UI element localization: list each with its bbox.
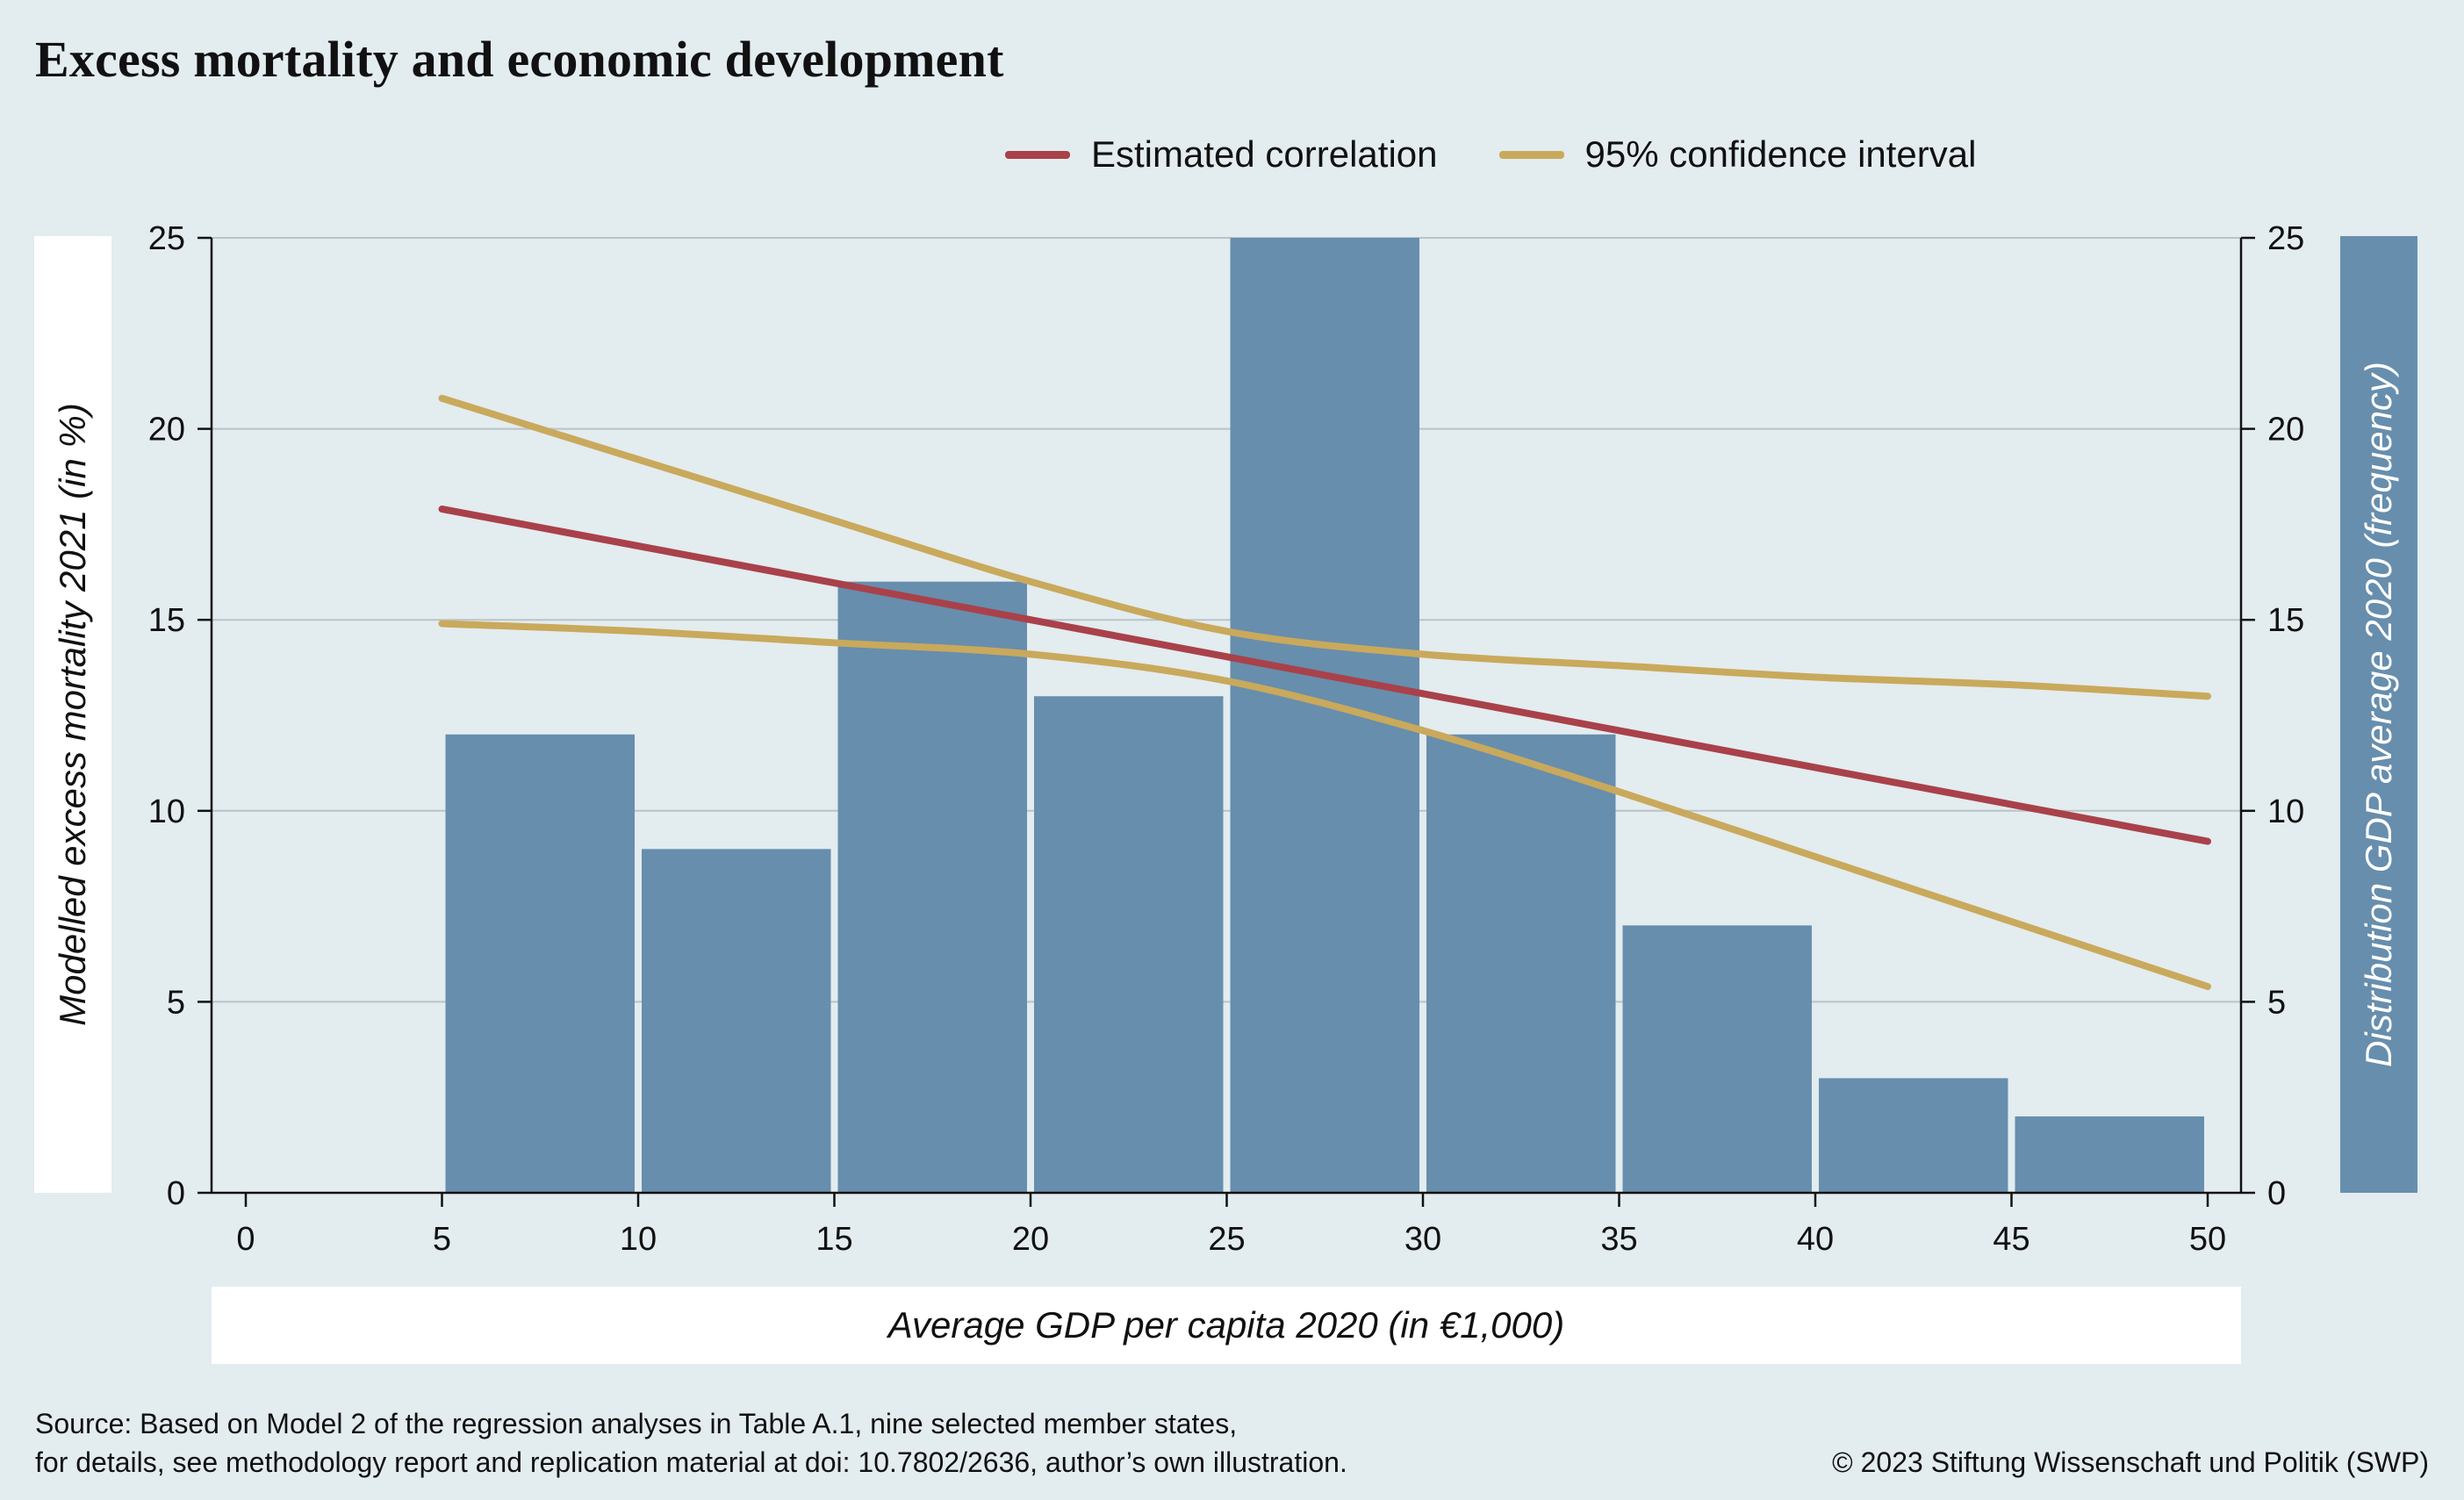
legend-item-ci: 95% confidence interval [1498, 133, 1977, 176]
x-tick-label: 45 [1993, 1221, 2029, 1258]
y-tick-label-left: 15 [148, 602, 185, 639]
source-line-2: for details, see methodology report and … [35, 1446, 1347, 1478]
x-tick-label: 0 [236, 1221, 255, 1258]
x-tick-label: 30 [1404, 1221, 1441, 1258]
x-tick-label: 35 [1600, 1221, 1637, 1258]
legend-swatch-ci [1498, 150, 1564, 159]
y-tick-label-right: 5 [2267, 984, 2286, 1021]
y-tick-label-right: 20 [2267, 412, 2304, 449]
histogram-bar [1034, 696, 1224, 1193]
x-tick-label: 25 [1208, 1221, 1245, 1258]
x-tick-label: 20 [1012, 1221, 1049, 1258]
histogram-bar [445, 734, 635, 1193]
y-tick-label-right: 0 [2267, 1175, 2286, 1212]
y-tick-label-right: 10 [2267, 793, 2304, 830]
source-line-1: Source: Based on Model 2 of the regressi… [35, 1408, 1238, 1439]
chart-title: Excess mortality and economic developmen… [35, 31, 1004, 88]
y-tick-label-left: 10 [148, 793, 185, 830]
histogram-bar [2015, 1116, 2204, 1193]
legend-item-estimated: Estimated correlation [1005, 133, 1438, 176]
histogram-bar [837, 581, 1027, 1193]
legend-label-estimated: Estimated correlation [1091, 133, 1438, 175]
x-tick-label: 5 [433, 1221, 451, 1258]
x-tick-label: 40 [1797, 1221, 1834, 1258]
y-tick-label-left: 25 [148, 220, 185, 257]
confidence-interval-line [438, 620, 2211, 990]
legend: Estimated correlation 95% confidence int… [1005, 133, 2037, 176]
histogram-bar [1230, 238, 1419, 1193]
y-axis-left-label-box: Modelled excess mortality 2021 (in %) [34, 236, 111, 1193]
y-tick-label-left: 20 [148, 412, 185, 449]
x-axis-label-box: Average GDP per capita 2020 (in €1,000) [212, 1287, 2241, 1364]
estimated-correlation-line [438, 505, 2211, 845]
confidence-interval-line [438, 394, 2211, 700]
y-axis-right-label-box: Distribution GDP average 2020 (frequency… [2340, 236, 2417, 1193]
source-note: Source: Based on Model 2 of the regressi… [35, 1404, 1347, 1482]
histogram-bar [642, 849, 831, 1193]
legend-swatch-estimated [1005, 150, 1070, 159]
x-tick-label: 50 [2189, 1221, 2226, 1258]
histogram-bar [1819, 1078, 2008, 1193]
legend-label-ci: 95% confidence interval [1584, 133, 1977, 175]
y-tick-label-left: 5 [167, 984, 185, 1021]
x-axis-label: Average GDP per capita 2020 (in €1,000) [887, 1304, 1565, 1346]
y-tick-label-right: 15 [2267, 602, 2304, 639]
histogram-bar [1426, 734, 1616, 1193]
y-tick-label-right: 25 [2267, 220, 2304, 257]
histogram-bar [1622, 925, 1812, 1193]
copyright: © 2023 Stiftung Wissenschaft und Politik… [1832, 1446, 2429, 1478]
y-tick-label-left: 0 [167, 1175, 185, 1212]
x-tick-label: 10 [620, 1221, 657, 1258]
x-tick-label: 15 [815, 1221, 852, 1258]
